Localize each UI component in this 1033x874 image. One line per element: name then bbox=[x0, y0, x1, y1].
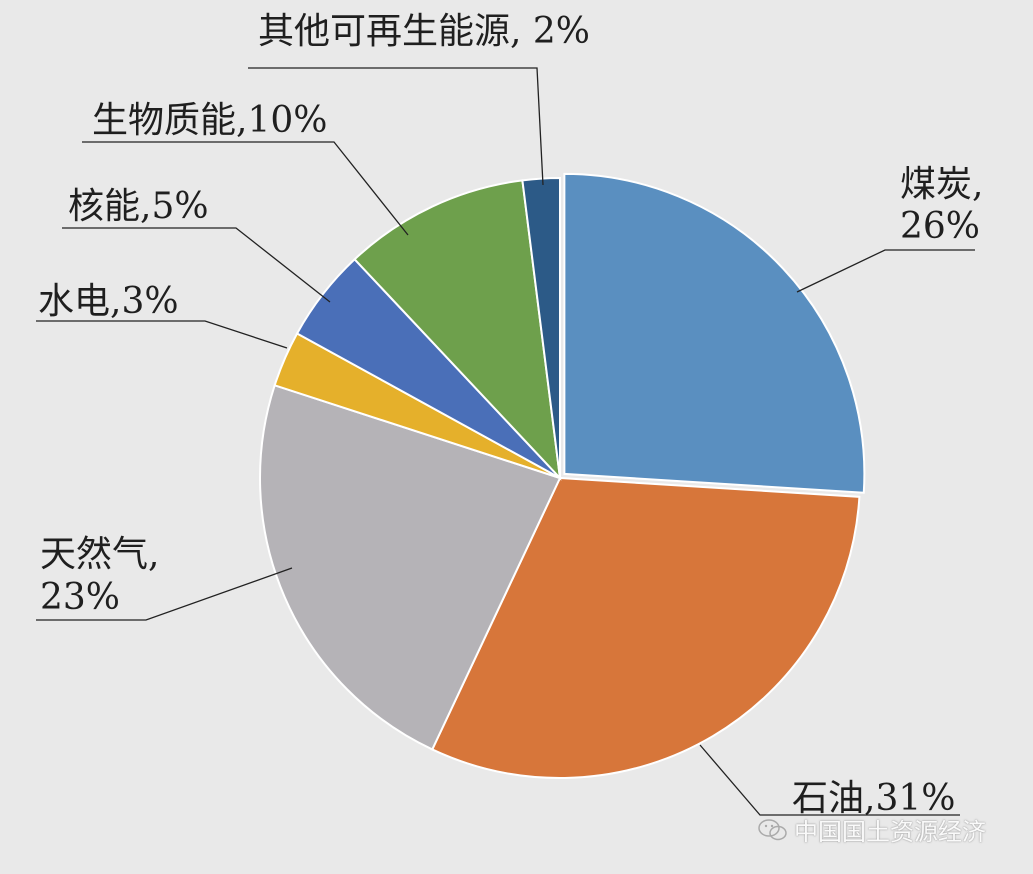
label-gas: 天然气, bbox=[40, 534, 159, 575]
label-oil: 石油,31% bbox=[792, 778, 955, 819]
label-other: 其他可再生能源, 2% bbox=[258, 11, 590, 52]
leader-line-oil bbox=[699, 744, 960, 816]
label-coal-pct: 26% bbox=[900, 206, 980, 247]
watermark: 中国国土资源经济 bbox=[758, 812, 986, 847]
watermark-text: 中国国土资源经济 bbox=[794, 818, 986, 846]
leader-line-coal bbox=[796, 249, 975, 293]
slice-labels: 煤炭, 26% 石油,31% 天然气, 23% 水电,3% 核能,5% 生物质能… bbox=[38, 11, 983, 819]
pie-slice-5 bbox=[353, 179, 562, 481]
leader-line-hydro bbox=[36, 320, 288, 349]
pie-slice-1 bbox=[430, 476, 861, 779]
label-nuclear: 核能,5% bbox=[68, 186, 209, 227]
wechat-icon bbox=[758, 818, 787, 840]
leader-lines bbox=[36, 67, 975, 816]
pie-slice-2 bbox=[259, 384, 562, 751]
pie-slices bbox=[259, 172, 866, 779]
pie-slice-0 bbox=[563, 172, 866, 494]
pie-slice-6 bbox=[521, 176, 561, 479]
leader-line-gas bbox=[36, 567, 293, 621]
label-hydro: 水电,3% bbox=[38, 281, 179, 322]
label-gas-pct: 23% bbox=[40, 577, 120, 618]
leader-line-biomass bbox=[82, 141, 409, 236]
label-biomass: 生物质能,10% bbox=[92, 100, 327, 141]
leader-line-other bbox=[248, 67, 544, 186]
leader-line-nuclear bbox=[62, 227, 331, 303]
label-coal: 煤炭, bbox=[900, 164, 983, 205]
